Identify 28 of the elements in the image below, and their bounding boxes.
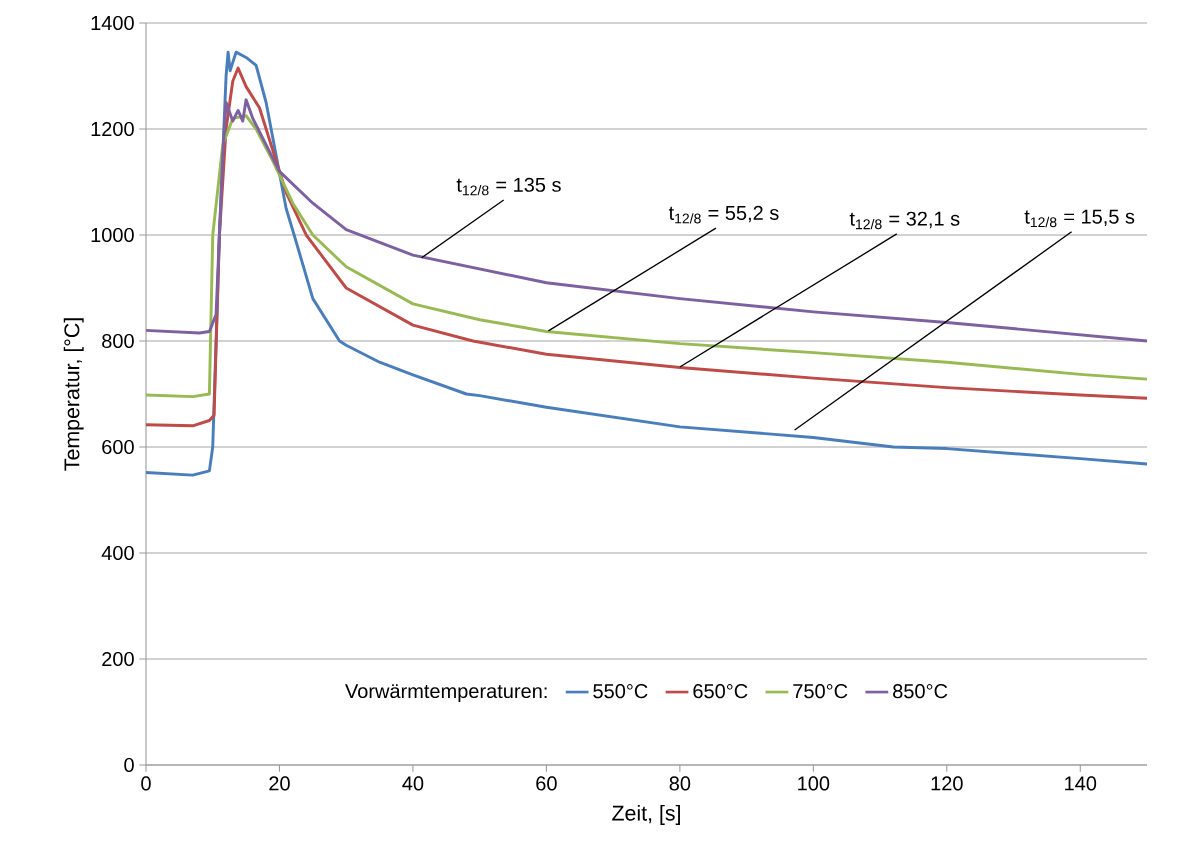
y-tick-label: 1400 [91,15,134,31]
y-tick-label: 200 [102,651,134,667]
x-tick-label: 120 [931,776,963,791]
x-axis-title: Zeit, [s] [612,805,680,825]
y-tick-label: 1000 [91,227,134,243]
y-tick-label: 400 [101,545,134,561]
x-tick-label: 0 [141,776,151,791]
legend-label: 750°C [793,684,848,699]
annotation: t$_{12/8}$ = 32,1 s [849,211,960,230]
legend-label: 550°C [593,684,648,699]
y-tick-label: 1200 [91,121,134,137]
y-tick-label: 0 [124,757,134,773]
y-tick-label: 600 [102,439,134,455]
annotation: t$_{12/8}$ = 135 s [456,177,561,196]
legend-label: 850°C [893,684,948,699]
x-tick-label: 60 [536,776,557,791]
x-tick-label: 20 [269,776,290,791]
y-tick-label: 800 [102,333,134,349]
legend-title: Vorwärmtemperaturen: [345,684,547,703]
x-tick-label: 40 [402,776,424,791]
annotation: t$_{12/8}$ = 15,5 s [1024,209,1135,228]
x-tick-label: 80 [669,776,691,791]
y-axis-title: Temperatur, [°C] [63,318,84,471]
x-tick-label: 140 [1065,776,1097,791]
annotation: t$_{12/8}$ = 55,2 s [668,205,779,224]
legend-label: 650°C [693,684,748,699]
x-tick-label: 100 [798,776,830,791]
line-series [144,114,1149,399]
